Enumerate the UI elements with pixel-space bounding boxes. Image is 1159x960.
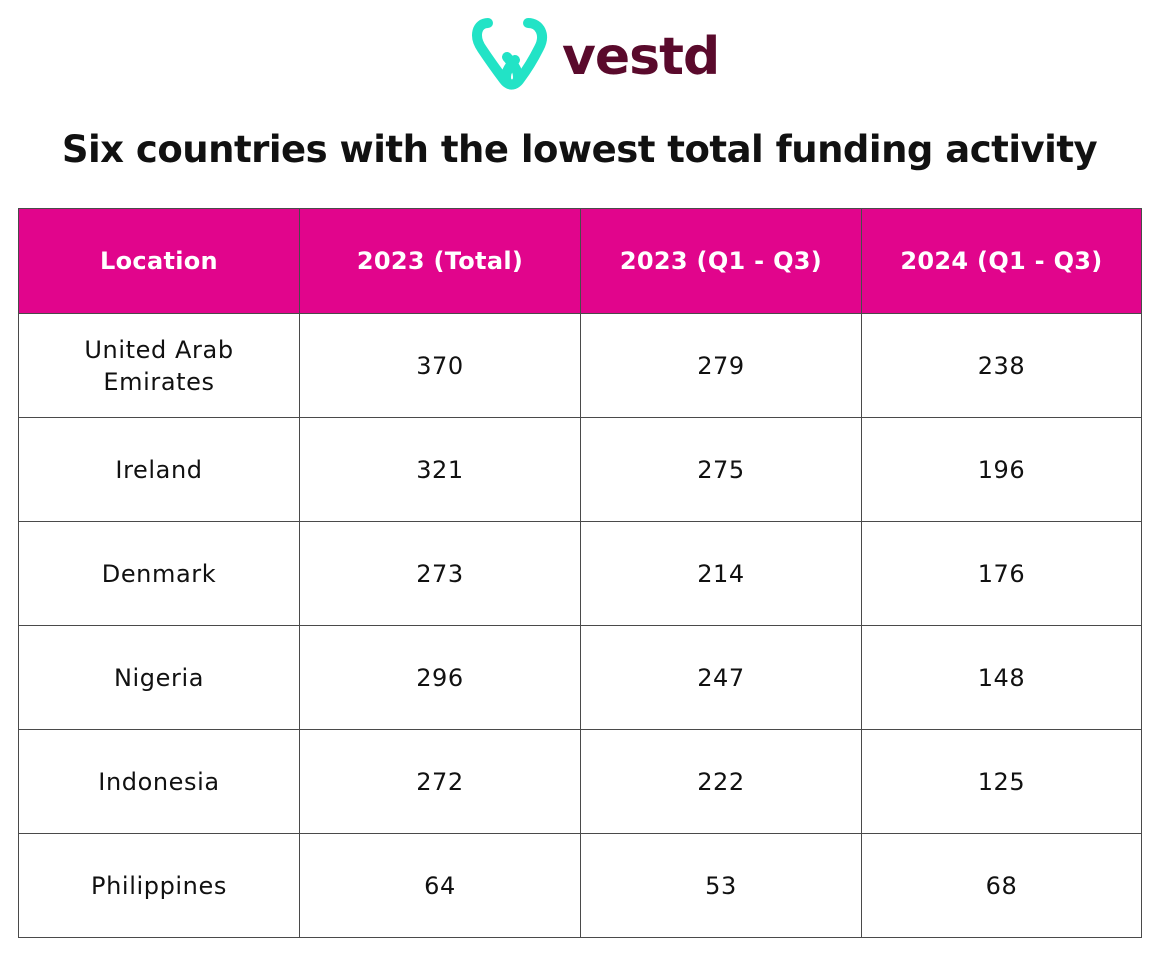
value-cell: 64	[299, 833, 581, 938]
column-header: Location	[18, 208, 300, 314]
table-row: Indonesia 272 222 125	[18, 729, 1142, 834]
value-cell: 125	[861, 729, 1142, 834]
table-header-row: Location 2023 (Total) 2023 (Q1 - Q3) 202…	[18, 208, 1142, 314]
value-cell: 272	[299, 729, 581, 834]
location-cell: United Arab Emirates	[18, 313, 300, 418]
value-cell: 214	[580, 521, 862, 626]
value-cell: 196	[861, 417, 1142, 522]
location-cell: Indonesia	[18, 729, 300, 834]
location-cell: Nigeria	[18, 625, 300, 730]
table-row: Philippines 64 53 68	[18, 833, 1142, 938]
column-header: 2024 (Q1 - Q3)	[861, 208, 1142, 314]
value-cell: 53	[580, 833, 862, 938]
brand-logo: vestd	[470, 16, 720, 94]
brand-wordmark: vestd	[562, 27, 720, 87]
location-cell: Ireland	[18, 417, 300, 522]
table-row: Nigeria 296 247 148	[18, 625, 1142, 730]
value-cell: 247	[580, 625, 862, 730]
value-cell: 68	[861, 833, 1142, 938]
column-header: 2023 (Total)	[299, 208, 581, 314]
funding-table: Location 2023 (Total) 2023 (Q1 - Q3) 202…	[18, 208, 1142, 938]
chart-title: Six countries with the lowest total fund…	[61, 128, 1098, 171]
logo-right-loop	[501, 18, 547, 90]
table-row: United Arab Emirates 370 279 238	[18, 313, 1142, 418]
value-cell: 296	[299, 625, 581, 730]
value-cell: 279	[580, 313, 862, 418]
value-cell: 222	[580, 729, 862, 834]
value-cell: 321	[299, 417, 581, 522]
value-cell: 148	[861, 625, 1142, 730]
value-cell: 238	[861, 313, 1142, 418]
location-cell: Denmark	[18, 521, 300, 626]
table-row: Ireland 321 275 196	[18, 417, 1142, 522]
value-cell: 273	[299, 521, 581, 626]
location-cell: Philippines	[18, 833, 300, 938]
value-cell: 370	[299, 313, 581, 418]
vestd-v-mark-icon	[472, 18, 547, 90]
column-header: 2023 (Q1 - Q3)	[580, 208, 862, 314]
table-row: Denmark 273 214 176	[18, 521, 1142, 626]
value-cell: 176	[861, 521, 1142, 626]
value-cell: 275	[580, 417, 862, 522]
logo-left-loop	[472, 18, 523, 90]
